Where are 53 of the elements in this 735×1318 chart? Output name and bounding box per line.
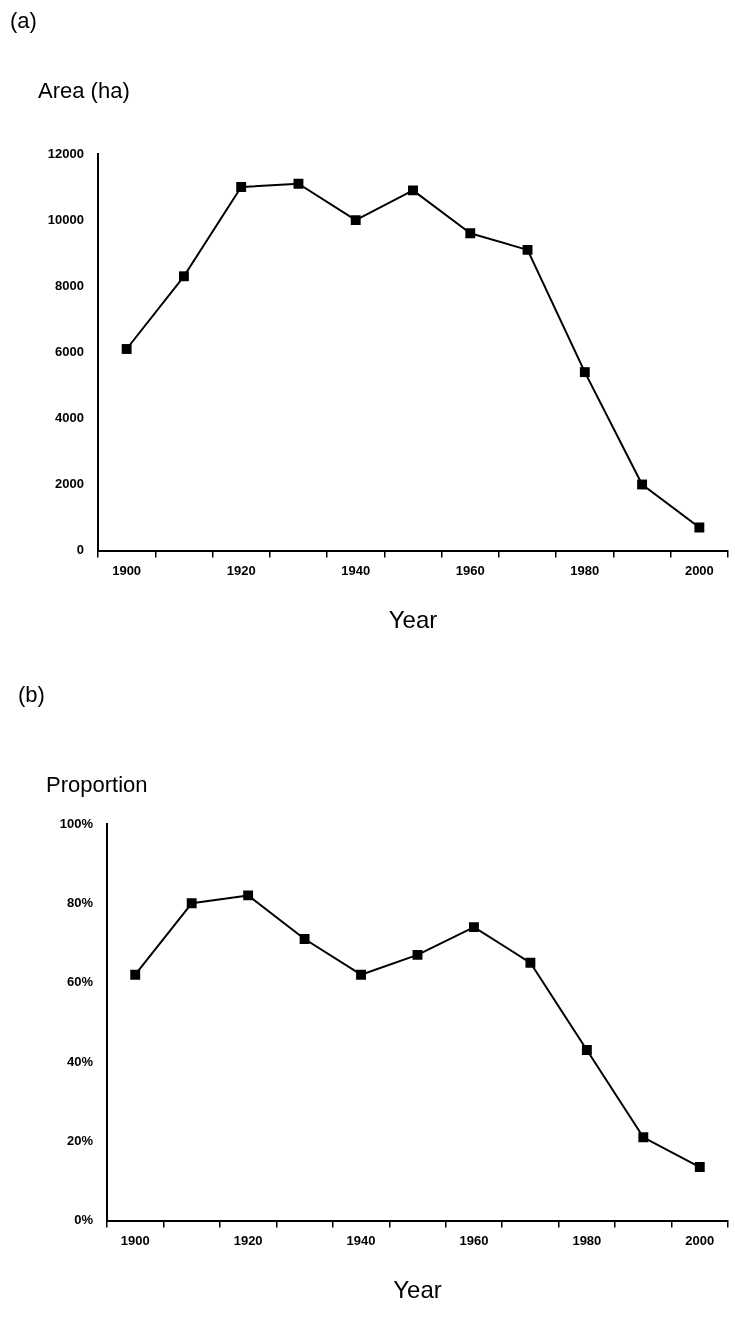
y-tick-label: 12000: [47, 145, 84, 161]
point: [469, 922, 479, 933]
point: [236, 182, 247, 192]
x-axis-title: Year: [393, 1276, 442, 1304]
x-axis-title: Year: [388, 606, 438, 634]
y-tick-label: 10000: [47, 211, 84, 227]
point: [121, 344, 132, 354]
point: [412, 949, 423, 960]
y-tick-label: 40%: [66, 1053, 94, 1069]
x-tick-label: 1980: [570, 562, 600, 578]
x-tick-label: 1980: [572, 1232, 602, 1248]
point: [350, 215, 361, 226]
x-tick-label: 2000: [685, 1232, 715, 1248]
point: [186, 898, 197, 909]
point: [522, 244, 533, 255]
y-tick-label: 100%: [59, 815, 94, 831]
y-tick-label: 0%: [74, 1212, 94, 1228]
chart-title: (a): [10, 8, 37, 34]
point: [637, 479, 648, 490]
x-tick-label: 1900: [120, 1232, 150, 1248]
x-tick-label: 1920: [226, 562, 256, 578]
y-tick-label: 20%: [66, 1132, 94, 1148]
point: [579, 367, 590, 378]
y-axis-title: Area (ha): [38, 78, 130, 104]
point: [356, 969, 366, 980]
chart-title: (b): [18, 682, 45, 708]
x-tick-label: 1960: [459, 1232, 489, 1248]
y-tick-label: 60%: [66, 974, 94, 990]
point: [293, 178, 304, 189]
y-tick-label: 80%: [66, 894, 94, 910]
y-tick-label: 0: [76, 542, 84, 558]
point: [243, 890, 254, 901]
x-tick-label: 1940: [346, 1232, 376, 1248]
x-tick-label: 2000: [684, 562, 714, 578]
x-tick-label: 1960: [455, 562, 485, 578]
y-tick-label: 2000: [55, 476, 84, 492]
point: [408, 185, 418, 196]
y-tick-label: 8000: [55, 277, 84, 293]
y-tick-label: 4000: [55, 409, 84, 425]
point: [178, 271, 189, 282]
y-tick-label: 6000: [55, 343, 84, 359]
point: [694, 522, 705, 533]
point: [638, 1132, 649, 1143]
x-tick-label: 1900: [112, 562, 142, 578]
point: [130, 969, 141, 980]
x-tick-label: 1920: [233, 1232, 263, 1248]
y-axis-title: Proportion: [46, 772, 148, 798]
point: [581, 1045, 592, 1056]
point: [525, 957, 536, 968]
point: [299, 934, 310, 944]
x-tick-label: 1940: [341, 562, 371, 578]
point: [465, 228, 476, 239]
point: [694, 1162, 705, 1173]
